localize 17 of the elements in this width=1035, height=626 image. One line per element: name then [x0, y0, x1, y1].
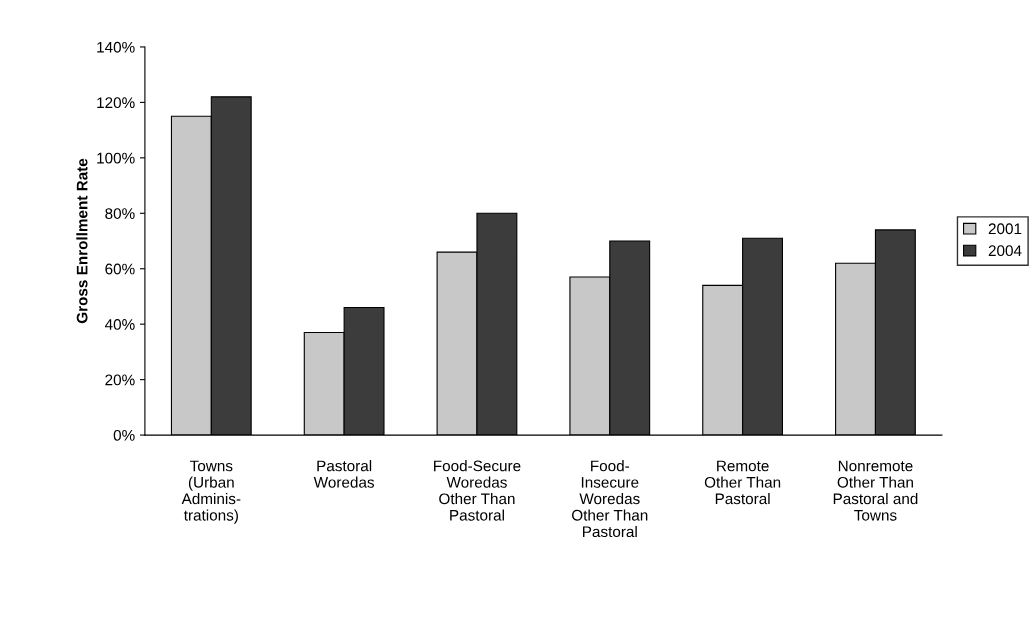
x-tick-label: Towns (Urban Adminis- trations) — [181, 460, 241, 524]
y-axis-title: Gross Enrollment Rate — [76, 158, 88, 324]
legend-label: 2004 — [988, 245, 1022, 257]
y-tick-label: 80% — [105, 208, 135, 219]
x-tick-label: Food- Insecure Woredas Other Than Pastoral — [572, 460, 648, 538]
legend-label: 2001 — [988, 223, 1022, 235]
y-tick-label: 100% — [97, 152, 135, 164]
y-tick-label: 60% — [105, 263, 135, 275]
x-tick-label: Food-Secure Woredas Other Than Pastoral — [434, 460, 521, 521]
y-tick-label: 120% — [97, 97, 135, 109]
y-tick-label: 40% — [104, 319, 135, 330]
x-tick-label: Pastoral Woredas — [313, 460, 375, 488]
y-tick-label: 0% — [113, 429, 135, 441]
y-tick-label: 20% — [105, 374, 135, 386]
x-tick-label: Remote Other Than Pastoral — [704, 460, 781, 505]
y-tick-label: 140% — [97, 41, 135, 53]
x-tick-label: Nonremote Other Than Pastoral and Towns — [833, 460, 918, 521]
